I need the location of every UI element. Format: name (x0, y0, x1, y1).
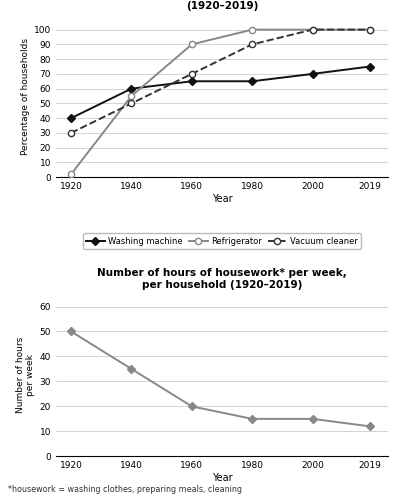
Text: *housework = washing clothes, preparing meals, cleaning: *housework = washing clothes, preparing … (8, 485, 242, 494)
Title: Percentage of households with electrical appliances
(1920–2019): Percentage of households with electrical… (68, 0, 376, 11)
Legend: Washing machine, Refrigerator, Vacuum cleaner: Washing machine, Refrigerator, Vacuum cl… (83, 233, 361, 249)
X-axis label: Year: Year (212, 194, 232, 204)
Title: Number of hours of housework* per week,
per household (1920–2019): Number of hours of housework* per week, … (97, 268, 347, 291)
Y-axis label: Number of hours
per week: Number of hours per week (16, 337, 36, 413)
X-axis label: Year: Year (212, 473, 232, 483)
Y-axis label: Percentage of households: Percentage of households (21, 38, 30, 155)
